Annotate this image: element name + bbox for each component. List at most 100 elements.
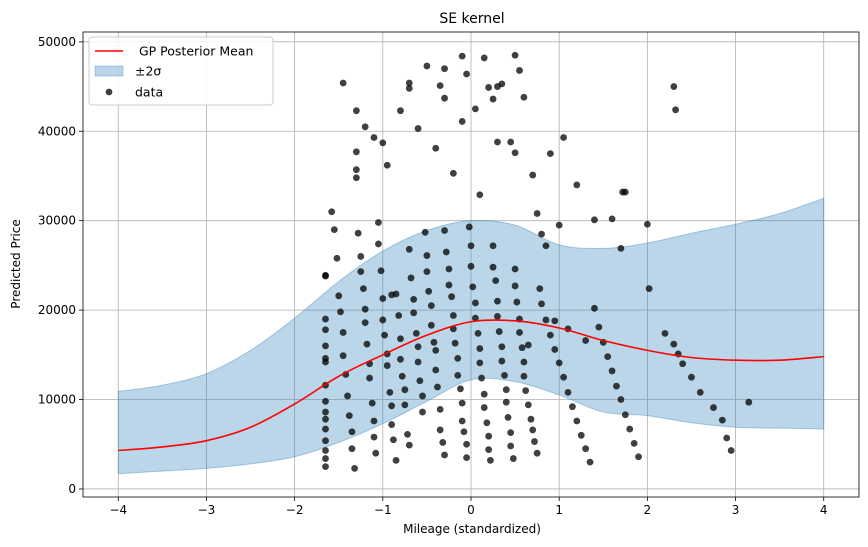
data-point — [485, 432, 493, 440]
y-tick-label-5: 50000 — [38, 35, 76, 49]
data-point — [454, 371, 462, 379]
data-point — [405, 84, 413, 92]
data-point — [354, 229, 362, 237]
data-point — [476, 191, 484, 199]
data-point — [478, 374, 485, 382]
y-tick-label-3: 30000 — [38, 214, 76, 228]
data-point — [368, 399, 376, 407]
data-point — [377, 267, 385, 275]
data-point — [494, 312, 501, 320]
x-tick-label-2: −2 — [286, 503, 304, 517]
data-point — [661, 329, 669, 337]
data-point — [375, 219, 382, 226]
data-point — [366, 374, 373, 382]
data-point — [480, 404, 488, 411]
data-point — [383, 362, 391, 369]
data-point — [710, 404, 717, 411]
data-point — [613, 382, 620, 390]
y-axis-label: Predicted Price — [9, 219, 23, 308]
data-point — [573, 417, 581, 425]
posterior-mean-layer — [118, 319, 824, 452]
data-point — [339, 329, 347, 336]
grid — [83, 32, 859, 497]
data-point — [322, 408, 329, 416]
data-point — [529, 171, 537, 179]
data-point — [472, 105, 479, 113]
data-point — [322, 463, 329, 470]
data-point — [465, 223, 473, 231]
data-point — [449, 169, 457, 177]
data-point — [489, 242, 497, 250]
data-point — [322, 425, 329, 433]
data-point — [322, 437, 329, 445]
data-point — [441, 227, 448, 234]
data-point — [401, 386, 409, 394]
data-point — [414, 358, 422, 366]
data-point — [555, 359, 563, 367]
data-point — [351, 464, 358, 472]
data-point — [360, 285, 367, 293]
legend-label-data: data — [135, 85, 163, 100]
data-point — [617, 396, 625, 403]
data-point — [322, 354, 329, 362]
data-point — [348, 445, 356, 453]
data-point — [397, 355, 404, 363]
data-point — [670, 340, 678, 348]
data-point — [436, 405, 444, 413]
data-point — [480, 390, 488, 398]
data-point — [352, 166, 360, 174]
data-point — [352, 174, 360, 182]
data-point — [582, 337, 590, 344]
data-point — [672, 106, 679, 114]
data-point — [745, 398, 753, 406]
data-point — [451, 339, 459, 347]
data-point — [501, 371, 508, 379]
data-point — [416, 377, 424, 385]
x-tick-label-1: −3 — [198, 503, 216, 517]
data-point — [626, 425, 634, 433]
data-point — [564, 388, 572, 396]
data-point — [454, 354, 462, 362]
data-point — [727, 447, 735, 454]
data-point — [388, 291, 396, 299]
data-point — [401, 401, 409, 409]
data-point — [328, 208, 336, 216]
data-point — [511, 51, 519, 59]
data-point — [333, 254, 341, 262]
data-point — [617, 245, 625, 252]
data-point — [381, 331, 388, 339]
data-point — [604, 353, 612, 361]
legend-frame — [88, 36, 274, 106]
data-point — [502, 386, 510, 394]
data-point — [511, 265, 519, 273]
data-point — [357, 253, 365, 260]
x-axis-ticks: −4 −3 −2 −1 0 1 2 3 4 — [109, 497, 828, 517]
data-point — [630, 439, 638, 447]
data-point — [337, 308, 344, 316]
data-point — [538, 300, 545, 308]
data-point — [432, 144, 440, 152]
data-point — [551, 346, 559, 353]
data-point — [495, 328, 503, 335]
data-point — [498, 343, 506, 351]
data-point — [507, 138, 515, 146]
data-point — [560, 134, 567, 141]
data-point — [536, 285, 544, 293]
data-point — [398, 372, 406, 380]
x-tick-label-4: 0 — [467, 503, 475, 517]
data-point — [608, 215, 616, 223]
data-point — [474, 329, 482, 337]
data-point — [397, 335, 404, 343]
data-point — [442, 248, 450, 256]
legend-label-band: ±2σ — [135, 64, 161, 79]
data-point — [322, 415, 329, 423]
data-point — [467, 242, 475, 250]
data-point — [569, 403, 576, 411]
data-point — [330, 226, 338, 234]
data-point — [538, 230, 545, 238]
data-point — [423, 268, 431, 276]
data-point — [322, 455, 329, 462]
data-point — [670, 83, 678, 90]
data-point — [582, 445, 590, 453]
